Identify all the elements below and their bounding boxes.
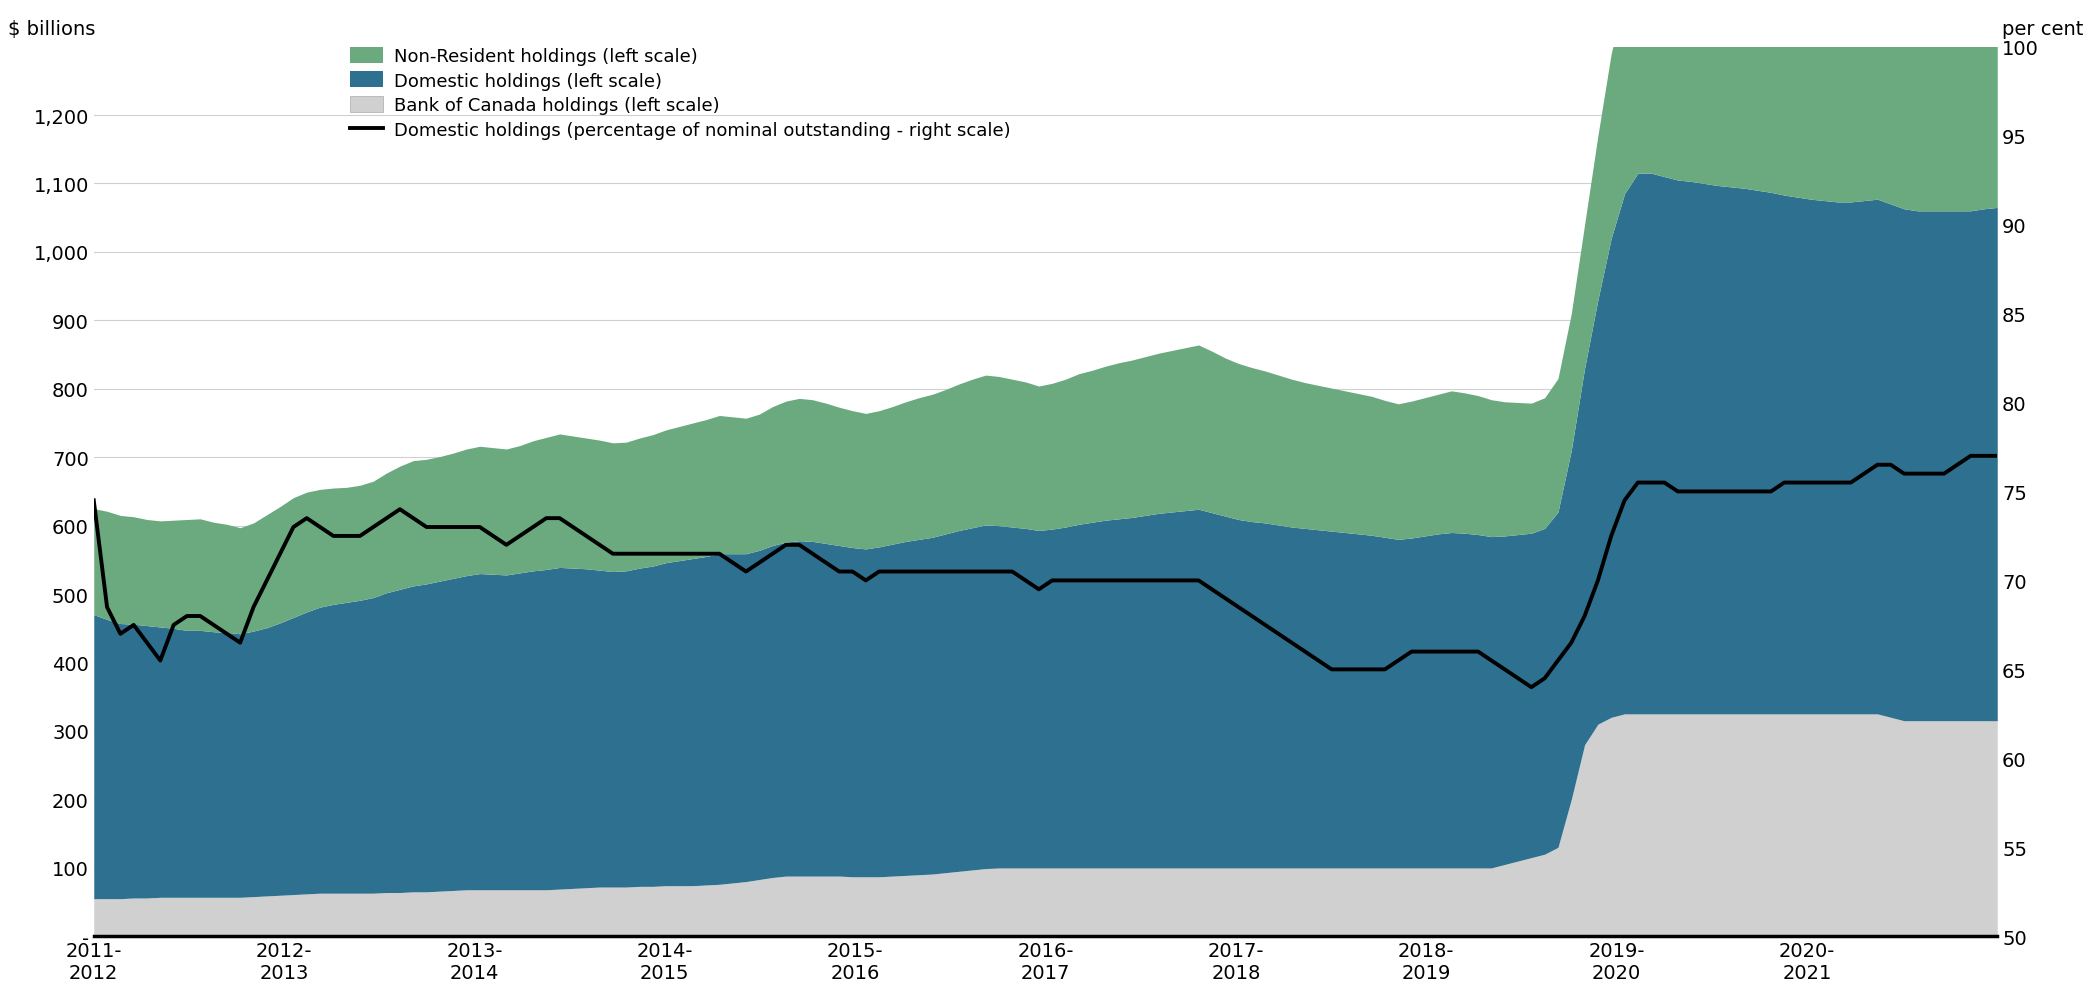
- Text: $ billions: $ billions: [8, 20, 96, 39]
- Legend: Non-Resident holdings (left scale), Domestic holdings (left scale), Bank of Cana: Non-Resident holdings (left scale), Dome…: [349, 48, 1010, 139]
- Text: per cent: per cent: [2001, 20, 2083, 39]
